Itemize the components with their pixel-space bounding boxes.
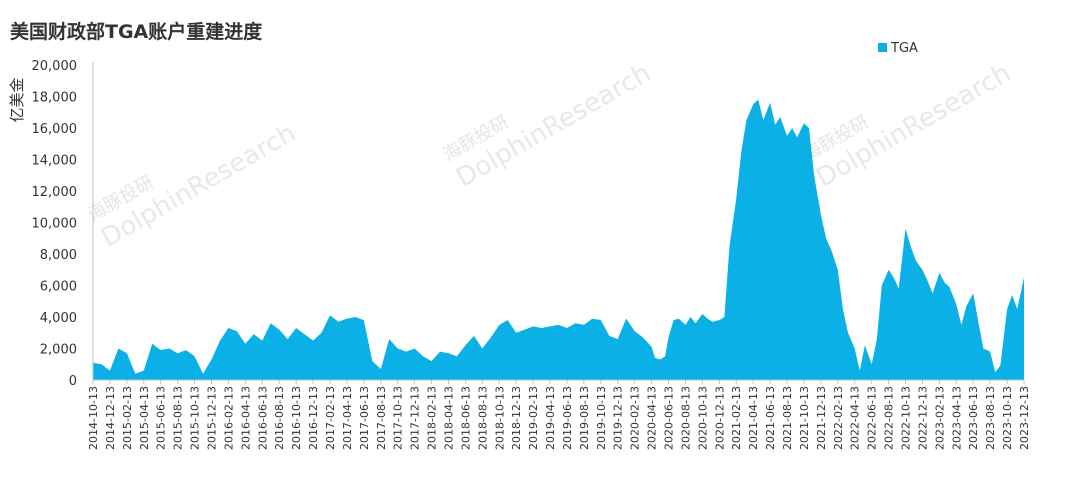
y-tick-label: 6,000 (40, 280, 77, 295)
x-tick-label: 2015-08-13 (172, 386, 185, 450)
series-tga-area (93, 99, 1024, 380)
x-tick-label: 2019-10-13 (595, 386, 608, 450)
x-tick-label: 2016-12-13 (307, 386, 320, 450)
x-tick-label: 2017-02-13 (324, 386, 337, 450)
legend-label: TGA (890, 41, 918, 56)
x-tick-label: 2018-10-13 (493, 386, 506, 450)
y-tick-label: 4,000 (40, 311, 77, 326)
x-tick-label: 2015-02-13 (121, 386, 134, 450)
x-tick-label: 2020-08-13 (680, 386, 693, 450)
x-tick-label: 2022-08-13 (883, 386, 896, 450)
x-tick-label: 2021-02-13 (730, 386, 743, 450)
x-tick-label: 2017-04-13 (341, 386, 354, 450)
x-tick-label: 2019-06-13 (561, 386, 574, 450)
x-tick-label: 2017-12-13 (409, 386, 422, 450)
y-tick-label: 2,000 (40, 343, 77, 358)
x-tick-label: 2023-02-13 (933, 386, 946, 450)
x-tick-label: 2019-08-13 (578, 386, 591, 450)
y-axis-label: 亿美金 (8, 77, 26, 122)
chart-title: 美国财政部TGA账户重建进度 (10, 20, 263, 43)
y-tick-label: 0 (69, 374, 77, 389)
x-tick-label: 2023-06-13 (967, 386, 980, 450)
x-tick-label: 2023-12-13 (1018, 386, 1031, 450)
y-tick-label: 18,000 (32, 91, 78, 106)
x-tick-label: 2015-04-13 (138, 386, 151, 450)
x-tick-label: 2018-08-13 (476, 386, 489, 450)
x-tick-label: 2020-02-13 (629, 386, 642, 450)
x-axis: 2014-10-13 2014-12-13 2015-02-13 2015-04-13… (87, 379, 1031, 450)
x-tick-label: 2015-12-13 (206, 386, 219, 450)
x-tick-label: 2020-06-13 (663, 386, 676, 450)
x-tick-label: 2016-02-13 (222, 386, 235, 450)
x-tick-label: 2022-04-13 (849, 386, 862, 450)
x-tick-label: 2019-04-13 (544, 386, 557, 450)
x-tick-label: 2018-04-13 (443, 386, 456, 450)
x-tick-label: 2020-04-13 (646, 386, 659, 450)
legend: TGA (878, 41, 918, 56)
x-tick-label: 2022-10-13 (900, 386, 913, 450)
x-tick-label: 2023-04-13 (950, 386, 963, 450)
x-tick-label: 2016-10-13 (290, 386, 303, 450)
y-axis: 0 2,000 4,000 6,000 8,000 10,000 12,000 14,000 1… (32, 59, 94, 389)
x-tick-label: 2014-10-13 (87, 386, 100, 450)
x-tick-label: 2023-10-13 (1001, 386, 1014, 450)
x-tick-label: 2019-02-13 (527, 386, 540, 450)
x-tick-label: 2018-06-13 (459, 386, 472, 450)
y-tick-label: 16,000 (32, 122, 78, 137)
plot-area (93, 99, 1024, 380)
x-tick-label: 2022-02-13 (832, 386, 845, 450)
x-tick-label: 2020-12-13 (713, 386, 726, 450)
x-tick-label: 2021-04-13 (747, 386, 760, 450)
y-tick-label: 20,000 (32, 59, 78, 74)
x-tick-label: 2021-10-13 (798, 386, 811, 450)
x-tick-label: 2015-10-13 (189, 386, 202, 450)
x-tick-label: 2018-12-13 (510, 386, 523, 450)
x-tick-label: 2023-08-13 (984, 386, 997, 450)
legend-swatch (878, 43, 887, 52)
x-tick-label: 2016-04-13 (239, 386, 252, 450)
y-tick-label: 14,000 (32, 154, 78, 169)
y-tick-label: 8,000 (40, 248, 77, 263)
x-tick-label: 2019-12-13 (612, 386, 625, 450)
x-tick-label: 2014-12-13 (104, 386, 117, 450)
x-tick-label: 2016-08-13 (273, 386, 286, 450)
x-tick-label: 2015-06-13 (155, 386, 168, 450)
x-tick-label: 2021-08-13 (781, 386, 794, 450)
x-tick-label: 2020-10-13 (696, 386, 709, 450)
x-tick-label: 2017-06-13 (358, 386, 371, 450)
x-tick-label: 2022-06-13 (866, 386, 879, 450)
x-tick-label: 2017-10-13 (392, 386, 405, 450)
x-tick-label: 2021-12-13 (815, 386, 828, 450)
x-tick-label: 2017-08-13 (375, 386, 388, 450)
y-tick-label: 12,000 (32, 185, 78, 200)
x-tick-label: 2016-06-13 (256, 386, 269, 450)
watermark-group: 海豚投研 DolphinResearch 海豚投研 DolphinResearc… (85, 58, 1016, 254)
x-tick-label: 2022-12-13 (916, 386, 929, 450)
y-tick-label: 10,000 (32, 217, 78, 232)
x-tick-label: 2021-06-13 (764, 386, 777, 450)
x-tick-label: 2018-02-13 (426, 386, 439, 450)
